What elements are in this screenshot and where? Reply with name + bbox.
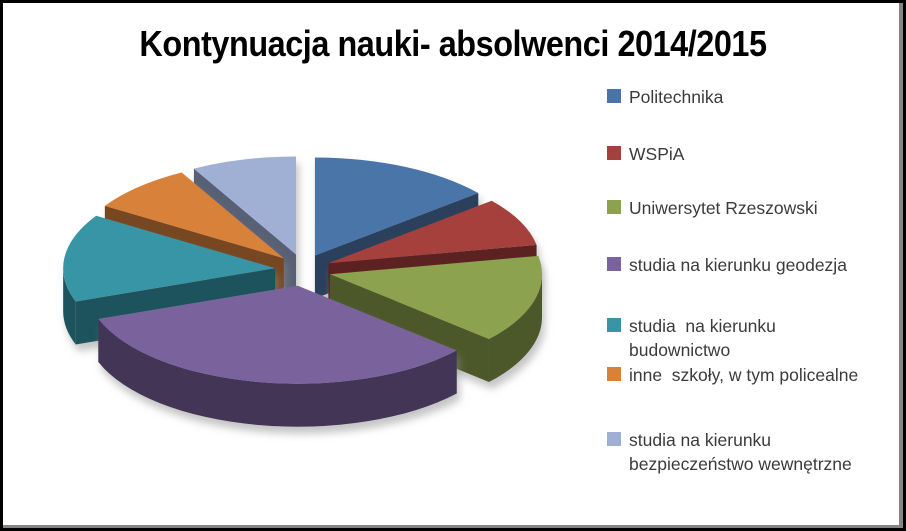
- chart-title: Kontynuacja nauki- absolwenci 2014/2015: [139, 23, 767, 64]
- pie-chart-3d: [63, 156, 543, 427]
- pie-slice-3: [98, 285, 457, 427]
- legend-label: inne szkoły, w tym policealne: [629, 365, 859, 385]
- legend-swatch-icon: [607, 200, 621, 214]
- legend-item-inne-szkoly: inne szkoły, w tym policealne: [607, 363, 858, 387]
- legend-swatch-icon: [607, 432, 621, 446]
- legend-swatch-icon: [607, 318, 621, 332]
- legend-item-bezpieczenstwo-wewnetrzne: studia na kierunku bezpieczeństwo wewnęt…: [607, 428, 852, 476]
- legend-item-wspia: WSPiA: [607, 142, 684, 166]
- legend-item-geodezja: studia na kierunku geodezja: [607, 253, 847, 277]
- legend-swatch-icon: [607, 257, 621, 271]
- legend-item-budownictwo: studia na kierunku budownictwo: [607, 314, 776, 362]
- legend-swatch-icon: [607, 367, 621, 381]
- legend-label: Uniwersytet Rzeszowski: [629, 198, 818, 218]
- chart-legend: Politechnika WSPiA Uniwersytet Rzeszowsk…: [607, 3, 899, 528]
- legend-label: studia na kierunku budownictwo: [629, 316, 776, 360]
- legend-label: Politechnika: [629, 87, 724, 107]
- legend-label: WSPiA: [629, 144, 685, 164]
- legend-item-politechnika: Politechnika: [607, 85, 723, 109]
- legend-label: studia na kierunku bezpieczeństwo wewnęt…: [629, 430, 852, 474]
- legend-item-uniwersytet-rzeszowski: Uniwersytet Rzeszowski: [607, 196, 818, 220]
- legend-swatch-icon: [607, 146, 621, 160]
- legend-swatch-icon: [607, 89, 621, 103]
- legend-label: studia na kierunku geodezja: [629, 255, 847, 275]
